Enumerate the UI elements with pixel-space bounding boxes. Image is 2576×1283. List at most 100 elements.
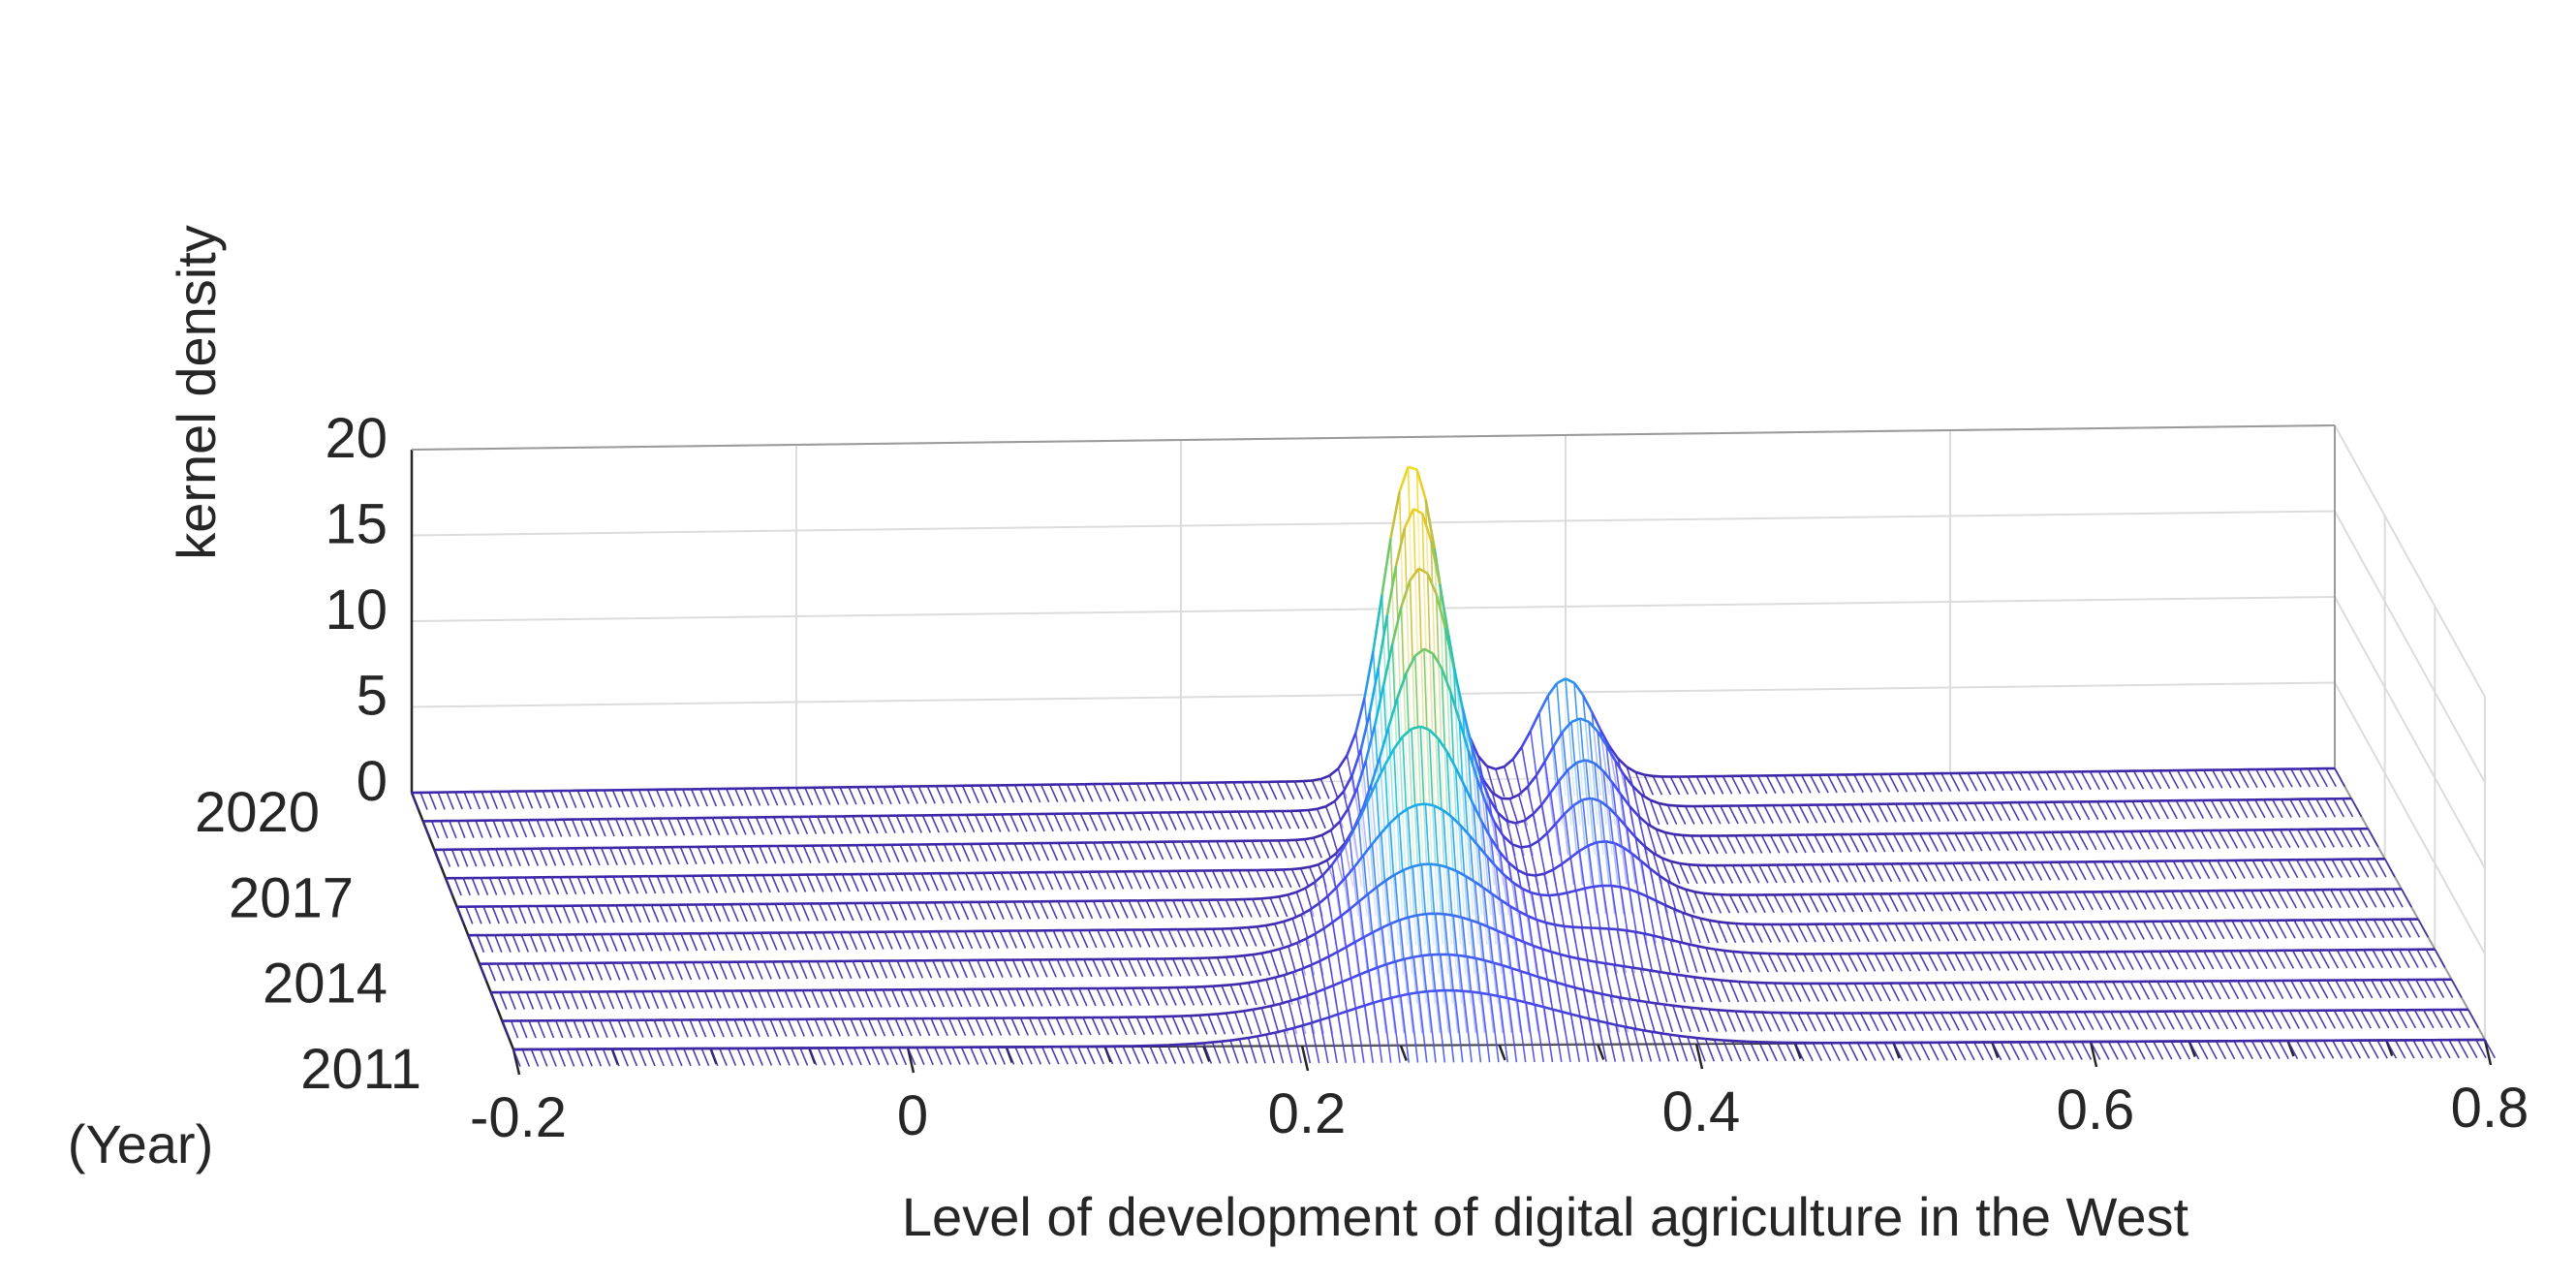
surface-hatch-line [879, 816, 886, 833]
surface-hatch-line [1031, 959, 1039, 977]
surface-hatch-line [1208, 900, 1216, 918]
surface-hatch-line [978, 960, 985, 978]
surface-hatch-line [2064, 923, 2073, 941]
surface-hatch-line [2376, 859, 2386, 877]
surface-hatch-line [1979, 983, 1989, 1000]
surface-hatch-line [1150, 1046, 1158, 1064]
surface-hatch-line [1950, 773, 1960, 792]
surface-hatch-line [658, 962, 665, 980]
density-curve-2011 [1203, 1043, 1212, 1044]
surface-hatch-line [684, 1048, 691, 1066]
surface-hatch-line [749, 904, 756, 922]
surface-hatch-line [2082, 1042, 2092, 1060]
surface-hatch-line [1893, 954, 1902, 971]
surface-hatch-line [2003, 1013, 2013, 1031]
surface-hatch-line [2089, 801, 2098, 820]
surface-hatch-line [464, 792, 471, 809]
surface-hatch-line [1191, 958, 1198, 976]
surface-hatch-line [1742, 865, 1751, 883]
surface-hatch-line [1186, 812, 1194, 829]
surface-hatch-line [916, 960, 923, 978]
surface-hatch-line [551, 877, 558, 894]
surface-hatch-line [2017, 953, 2027, 970]
surface-hatch-line [2230, 769, 2240, 788]
surface-hatch-line [2086, 982, 2095, 999]
surface-hatch-line [581, 820, 588, 837]
surface-hatch-line [2264, 799, 2274, 818]
surface-hatch-line [1798, 924, 1807, 942]
surface-hatch-line [1943, 983, 1953, 1000]
surface-hatch-line [1991, 953, 2001, 970]
surface-hatch-line [2215, 921, 2224, 939]
surface-hatch-line [499, 792, 506, 809]
surface-hatch-line [1801, 894, 1810, 912]
surface-hatch-line [1793, 775, 1802, 793]
surface-hatch-line [1129, 842, 1136, 860]
surface-hatch-line [639, 790, 646, 807]
surface-hatch-line [971, 1048, 978, 1065]
surface-hatch-line [1059, 785, 1067, 802]
surface-hatch-line [2302, 951, 2312, 969]
surface-hatch-line [2024, 983, 2033, 1000]
surface-hatch-line [918, 989, 926, 1007]
surface-hatch-line [2200, 861, 2210, 879]
surface-hatch-line [2101, 892, 2111, 910]
surface-hatch-line [844, 816, 852, 833]
surface-hatch-line [1827, 894, 1836, 912]
surface-hatch-line [2305, 890, 2314, 908]
surface-hatch-line [1906, 1013, 1914, 1030]
surface-hatch-line [742, 846, 750, 863]
surface-hatch-line [2087, 831, 2096, 850]
surface-hatch-line [721, 818, 729, 835]
surface-hatch-line [1997, 862, 2006, 881]
surface-hatch-line [2147, 1012, 2157, 1030]
surface-hatch-line [876, 932, 884, 950]
surface-hatch-line [628, 1020, 635, 1038]
density-curve-2012 [1413, 955, 1422, 957]
surface-hatch-line [785, 990, 791, 1008]
surface-hatch-line [1216, 783, 1224, 800]
density-curve-2013 [1676, 975, 1685, 976]
surface-hatch-line [1768, 865, 1777, 883]
surface-hatch-line [2311, 951, 2320, 969]
surface-hatch-line [1094, 901, 1102, 919]
surface-hatch-line [1771, 835, 1780, 853]
surface-hatch-line [1242, 782, 1250, 799]
surface-hatch-line [848, 845, 855, 862]
surface-hatch-line [1946, 833, 1956, 852]
surface-hatch-line [1013, 960, 1021, 978]
surface-hatch-line [2307, 829, 2316, 848]
surface-hatch-line [593, 848, 600, 865]
surface-hatch-line [2037, 1042, 2047, 1059]
surface-hatch-line [540, 849, 546, 866]
surface-hatch-line [551, 791, 558, 808]
surface-hatch-line [1884, 1043, 1893, 1060]
density-curve-2017 [1689, 864, 1697, 865]
surface-hatch-line [1244, 955, 1252, 976]
surface-hatch-line [2157, 982, 2167, 1000]
surface-hatch-line [2154, 1042, 2163, 1060]
surface-hatch-line [720, 1048, 727, 1066]
surface-hatch-line [2055, 923, 2064, 940]
surface-hatch-line [1312, 781, 1320, 799]
surface-hatch-line [1834, 804, 1843, 822]
surface-hatch-line [2020, 772, 2030, 791]
surface-hatch-line [1014, 843, 1022, 861]
surface-hatch-line [755, 962, 762, 980]
density-curve-2011 [1249, 1036, 1257, 1038]
surface-hatch-line [657, 1048, 664, 1066]
surface-hatch-line [2127, 892, 2137, 910]
surface-hatch-line [1222, 986, 1229, 1005]
surface-hatch-line [758, 904, 765, 922]
density-curve-2017 [1301, 867, 1310, 869]
density-curve-2019 [1659, 803, 1667, 805]
surface-hatch-line [1067, 959, 1074, 977]
surface-hatch-line [2067, 862, 2077, 881]
surface-hatch-line [566, 934, 573, 952]
surface-hatch-line [1208, 958, 1216, 977]
surface-hatch-line [2163, 892, 2173, 910]
surface-hatch-line [2375, 890, 2385, 908]
surface-hatch-line [859, 1018, 867, 1036]
surface-hatch-line [1756, 895, 1765, 913]
surface-hatch-line [773, 961, 780, 979]
